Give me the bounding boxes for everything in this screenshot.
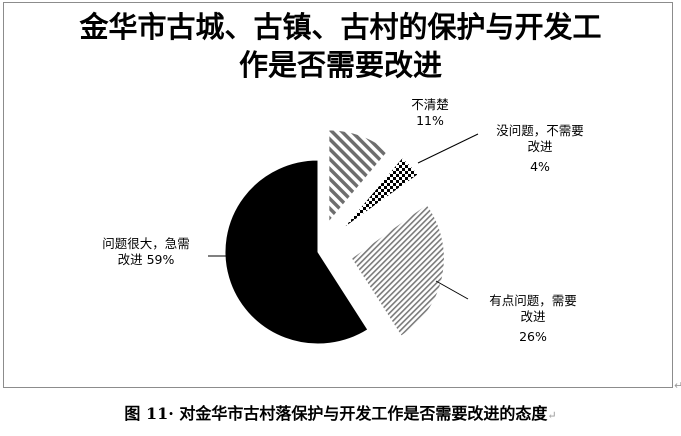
figure-caption-text: 图 11· 对金华市古村落保护与开发工作是否需要改进的态度	[124, 404, 548, 423]
label-big-problem: 问题很大，急需 改进 59%	[86, 236, 206, 268]
label-no-problem-name-1: 没问题，不需要	[496, 123, 584, 138]
label-no-problem: 没问题，不需要 改进 4%	[480, 123, 600, 175]
chart-title-line-1: 金华市古城、古镇、古村的保护与开发工	[79, 10, 602, 44]
label-some-problem-name-1: 有点问题，需要	[489, 293, 577, 308]
label-some-problem: 有点问题，需要 改进 26%	[468, 293, 598, 345]
label-no-problem-name-2: 改进	[527, 139, 553, 154]
label-no-problem-pct: 4%	[530, 159, 550, 174]
label-some-problem-name-2: 改进	[520, 309, 546, 324]
slice-some-problem	[350, 203, 445, 337]
label-unclear-name: 不清楚	[411, 97, 449, 112]
label-unclear: 不清楚 11%	[398, 97, 462, 129]
leader-line-no-problem	[417, 133, 479, 164]
label-big-problem-name-1: 问题很大，急需	[102, 236, 190, 251]
slice-big-problem	[224, 159, 369, 345]
leader-line-some-problem	[435, 280, 469, 300]
figure-caption: 图 11· 对金华市古村落保护与开发工作是否需要改进的态度↵	[0, 404, 681, 426]
slice-no-problem	[342, 157, 419, 230]
chart-title: 金华市古城、古镇、古村的保护与开发工 作是否需要改进	[0, 8, 681, 84]
chart-title-line-2: 作是否需要改进	[238, 48, 442, 82]
label-unclear-pct: 11%	[416, 113, 444, 128]
label-big-problem-name-2: 改进 59%	[117, 252, 175, 267]
slice-unclear	[328, 129, 389, 224]
paragraph-mark-icon: ↵	[674, 379, 681, 392]
caption-return-mark-icon: ↵	[547, 409, 557, 422]
label-some-problem-pct: 26%	[519, 329, 547, 344]
